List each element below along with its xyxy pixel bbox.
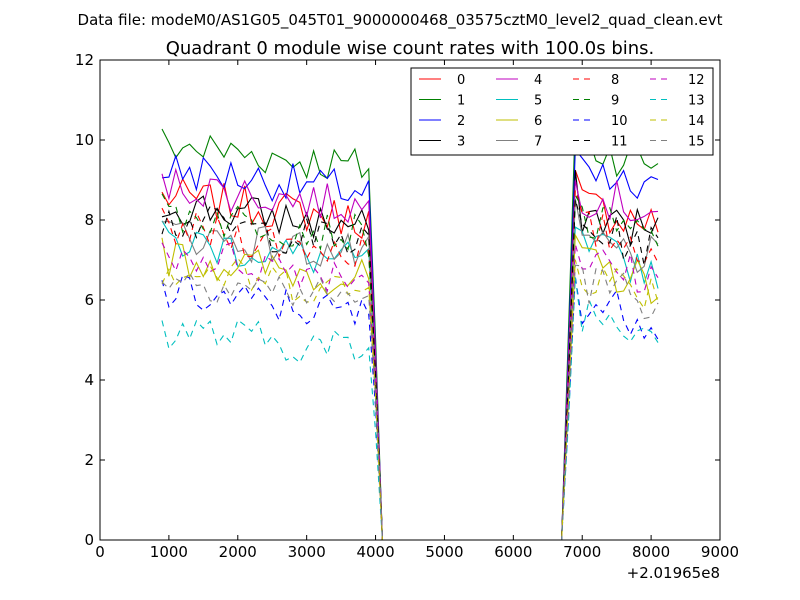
legend-label-9: 9 <box>611 94 619 109</box>
legend-label-7: 7 <box>534 135 542 150</box>
x-tick-label: 9000 <box>701 543 739 561</box>
y-tick-label: 10 <box>75 131 94 149</box>
y-tick-label: 12 <box>75 51 94 69</box>
x-tick-label: 4000 <box>356 543 394 561</box>
legend-label-11: 11 <box>611 135 628 150</box>
x-offset-label: +2.01965e8 <box>627 564 720 582</box>
series-line-4 <box>161 167 659 541</box>
chart-suptitle: Data file: modeM0/AS1G05_045T01_90000004… <box>78 11 723 30</box>
series-line-7 <box>161 198 659 541</box>
x-tick-label: 8000 <box>632 543 670 561</box>
legend-label-1: 1 <box>457 94 465 109</box>
x-tick-label: 1000 <box>150 543 188 561</box>
legend-label-13: 13 <box>688 94 705 109</box>
series-line-11 <box>161 199 659 541</box>
series-line-6 <box>161 232 659 541</box>
series-line-9 <box>161 193 659 541</box>
chart-title: Quadrant 0 module wise count rates with … <box>166 38 655 59</box>
y-tick-label: 8 <box>84 211 94 229</box>
series-line-5 <box>161 220 659 541</box>
x-tick-label: 3000 <box>288 543 326 561</box>
legend-label-15: 15 <box>688 135 705 150</box>
legend-label-2: 2 <box>457 114 465 129</box>
series-line-2 <box>161 147 659 541</box>
y-tick-label: 6 <box>84 291 94 309</box>
y-tick-label: 4 <box>84 371 94 389</box>
legend-label-12: 12 <box>688 73 705 88</box>
x-tick-label: 2000 <box>219 543 257 561</box>
legend-label-3: 3 <box>457 135 465 150</box>
axis-ticks: 0 1000 2000 3000 4000 5000 6000 7000 8000 9000 0 2 4… <box>75 51 739 561</box>
series-line-8 <box>161 190 659 541</box>
legend-label-6: 6 <box>534 114 542 129</box>
legend-label-14: 14 <box>688 114 705 129</box>
x-tick-label: 0 <box>95 543 105 561</box>
x-tick-label: 6000 <box>494 543 532 561</box>
x-tick-label: 7000 <box>563 543 601 561</box>
y-tick-label: 2 <box>84 451 94 469</box>
series-line-15 <box>161 264 659 541</box>
series-line-14 <box>161 257 659 541</box>
legend-label-8: 8 <box>611 73 619 88</box>
legend-label-0: 0 <box>457 73 465 88</box>
legend-label-4: 4 <box>534 73 542 88</box>
series-line-10 <box>161 274 659 541</box>
series-line-1 <box>161 120 659 541</box>
series-lines <box>161 120 659 541</box>
x-tick-label: 5000 <box>425 543 463 561</box>
legend-label-5: 5 <box>534 94 542 109</box>
legend-label-10: 10 <box>611 114 628 129</box>
y-tick-label: 0 <box>84 531 94 549</box>
series-line-12 <box>161 242 659 541</box>
series-line-3 <box>161 170 659 541</box>
series-line-13 <box>161 277 659 541</box>
